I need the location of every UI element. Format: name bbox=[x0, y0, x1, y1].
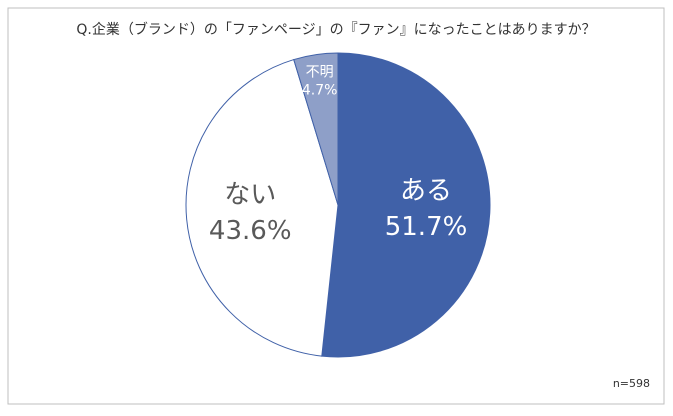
slice-label: 不明 bbox=[306, 65, 334, 81]
value-label: 43.6% bbox=[209, 216, 292, 246]
value-label: 51.7% bbox=[385, 212, 468, 242]
chart-title: Q.企業（ブランド）の「ファンページ」の『ファン』になったことはありますか？ bbox=[76, 21, 595, 38]
slice-label: ある bbox=[400, 176, 452, 206]
pie-slice bbox=[293, 52, 339, 206]
slice-label: ない bbox=[224, 180, 276, 210]
pie-slice bbox=[321, 52, 491, 358]
value-label: 4.7% bbox=[302, 83, 338, 99]
pie-slice bbox=[185, 58, 339, 357]
sample-note: n=598 bbox=[613, 377, 650, 390]
